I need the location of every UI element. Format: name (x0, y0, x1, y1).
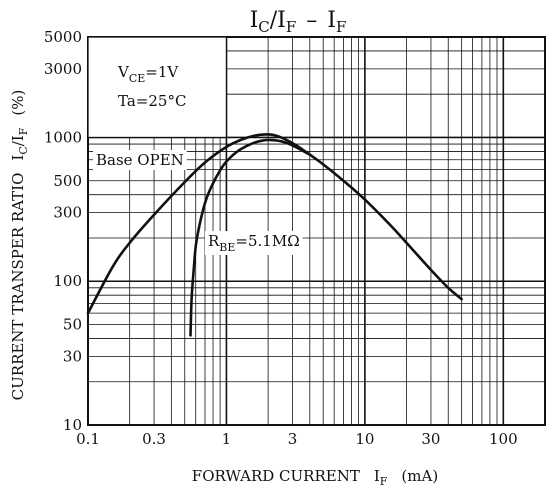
x-tick-labels: 0.1 0.3 1 3 10 30 100 (76, 430, 518, 448)
x-axis-label: FORWARD CURRENT IF (mA) (192, 467, 438, 488)
x-tick-label: 0.3 (142, 430, 166, 448)
x-tick-label: 3 (288, 430, 298, 448)
grid-major-lines (88, 37, 545, 425)
y-tick-labels: 10 30 50 100 300 500 1000 3000 5000 (44, 28, 82, 434)
y-tick-label: 500 (53, 172, 82, 190)
y-tick-label: 5000 (44, 28, 82, 46)
y-tick-label: 50 (63, 316, 82, 334)
y-tick-label: 300 (53, 204, 82, 222)
x-tick-label: 30 (421, 430, 440, 448)
series-label-base-open-bg (93, 150, 187, 170)
chart-title: IC/IF – IF (250, 8, 347, 36)
y-axis-label: CURRENT TRANSPER RATIOIC/IF(%) (9, 90, 30, 401)
x-tick-label: 0.1 (76, 430, 100, 448)
series-label-rbe-bg (205, 231, 303, 255)
x-tick-label: 10 (355, 430, 374, 448)
series-label-base-open: Base OPEN (96, 151, 184, 169)
y-tick-label: 100 (53, 272, 82, 290)
conditions-box (87, 36, 228, 139)
condition-vce: VCE=1V (117, 63, 179, 85)
y-tick-label: 30 (63, 347, 82, 365)
y-tick-label: 3000 (44, 60, 82, 78)
series-line-base-open (86, 133, 463, 315)
x-tick-label: 100 (489, 430, 518, 448)
series-label-rbe: RBE=5.1MΩ (208, 232, 300, 254)
y-tick-label: 10 (63, 416, 82, 434)
series-line-rbe (189, 138, 312, 337)
x-tick-label: 1 (222, 430, 232, 448)
y-tick-label: 1000 (44, 128, 82, 146)
plot-frame (87, 36, 546, 426)
condition-ta: Ta=25°C (118, 92, 186, 110)
